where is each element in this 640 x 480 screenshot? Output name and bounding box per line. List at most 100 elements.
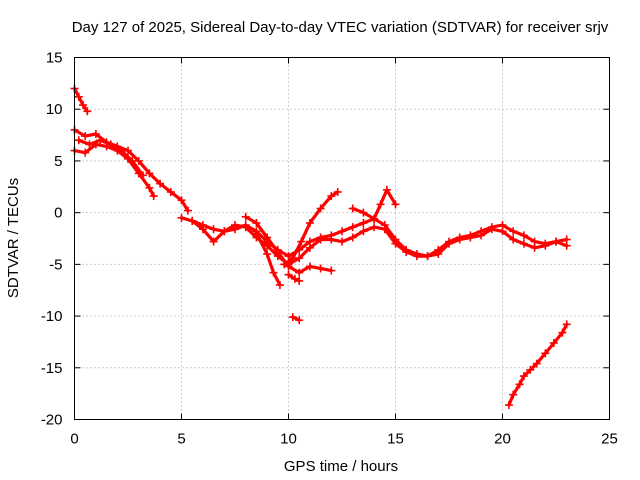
- data-point: [74, 136, 83, 145]
- series-track-10: [348, 185, 400, 223]
- data-point: [91, 130, 100, 139]
- data-point: [183, 206, 192, 215]
- data-point: [305, 218, 314, 227]
- data-point: [541, 241, 550, 250]
- data-point: [83, 107, 92, 116]
- series-track-3: [70, 140, 158, 201]
- data-point: [519, 239, 528, 248]
- data-point: [519, 372, 528, 381]
- series-path: [254, 231, 282, 287]
- x-tick-label: 25: [601, 431, 618, 448]
- data-point: [177, 213, 186, 222]
- data-point: [412, 252, 421, 261]
- data-point: [515, 380, 524, 389]
- y-axis-label: SDTVAR / TECUs: [5, 178, 22, 298]
- data-point: [380, 225, 389, 234]
- data-point: [263, 250, 272, 259]
- y-tick-label: 10: [46, 101, 63, 118]
- data-point: [241, 212, 250, 221]
- data-point: [333, 187, 342, 196]
- data-point: [156, 179, 165, 188]
- data-point: [85, 140, 94, 149]
- data-point: [359, 218, 368, 227]
- data-point: [305, 243, 314, 252]
- data-point: [198, 225, 207, 234]
- data-point: [541, 349, 550, 358]
- data-point: [445, 239, 453, 248]
- series-track-4: [74, 136, 147, 180]
- data-point: [305, 262, 314, 271]
- data-point: [79, 101, 88, 110]
- y-tick-label: 0: [54, 205, 62, 222]
- data-point: [96, 136, 105, 145]
- series-track-9: [280, 187, 342, 269]
- data-point: [106, 140, 115, 149]
- data-point: [532, 359, 541, 368]
- data-point: [231, 221, 239, 230]
- data-point: [348, 233, 357, 242]
- data-point: [117, 146, 126, 155]
- data-point: [81, 148, 90, 157]
- series-path: [507, 322, 569, 407]
- data-point: [288, 313, 297, 322]
- data-point: [376, 200, 385, 209]
- data-point: [149, 192, 158, 201]
- data-point: [295, 276, 304, 285]
- y-tick-label: 5: [54, 153, 62, 170]
- data-point: [138, 171, 147, 180]
- data-point: [487, 225, 496, 234]
- plot-frame: [74, 57, 610, 420]
- data-point: [145, 169, 154, 178]
- data-point: [209, 225, 218, 234]
- series-path: [72, 86, 89, 113]
- data-point: [519, 231, 528, 240]
- data-point: [263, 233, 272, 242]
- data-point: [530, 243, 539, 252]
- data-point: [359, 208, 368, 217]
- data-point: [562, 320, 571, 329]
- x-tick-label: 15: [387, 431, 404, 448]
- data-point: [316, 264, 325, 273]
- data-point: [177, 196, 186, 205]
- data-point: [526, 365, 535, 374]
- data-point: [498, 227, 507, 236]
- y-tick-label: -15: [41, 360, 63, 377]
- data-point: [348, 223, 357, 232]
- data-point: [370, 214, 379, 223]
- series-track-7: [241, 212, 336, 277]
- data-point: [327, 235, 336, 244]
- data-point: [284, 262, 293, 271]
- x-axis-label: GPS time / hours: [284, 458, 398, 475]
- data-point: [81, 132, 90, 141]
- data-point: [316, 204, 325, 213]
- data-point: [284, 270, 293, 279]
- data-point: [348, 204, 357, 213]
- data-point: [273, 247, 282, 256]
- data-point: [391, 239, 400, 248]
- data-point: [327, 192, 336, 201]
- data-point: [359, 227, 368, 236]
- series-track-2: [70, 125, 192, 215]
- data-point: [316, 235, 325, 244]
- data-point: [455, 235, 464, 244]
- data-point: [241, 223, 250, 232]
- data-point: [290, 274, 299, 283]
- x-tick-label: 5: [177, 431, 185, 448]
- data-point: [74, 92, 83, 101]
- data-point: [145, 183, 154, 192]
- y-tick-label: -5: [49, 256, 62, 273]
- series-path: [351, 188, 398, 221]
- data-point: [509, 235, 518, 244]
- x-tick-label: 0: [70, 431, 78, 448]
- data-point: [549, 338, 558, 347]
- data-point: [252, 229, 261, 238]
- data-point: [284, 252, 293, 261]
- data-point: [509, 390, 518, 399]
- data-point: [370, 223, 379, 232]
- data-point: [382, 185, 391, 194]
- data-point: [504, 401, 513, 410]
- data-point: [188, 216, 197, 225]
- series-layer: [70, 84, 571, 410]
- data-point: [391, 200, 400, 209]
